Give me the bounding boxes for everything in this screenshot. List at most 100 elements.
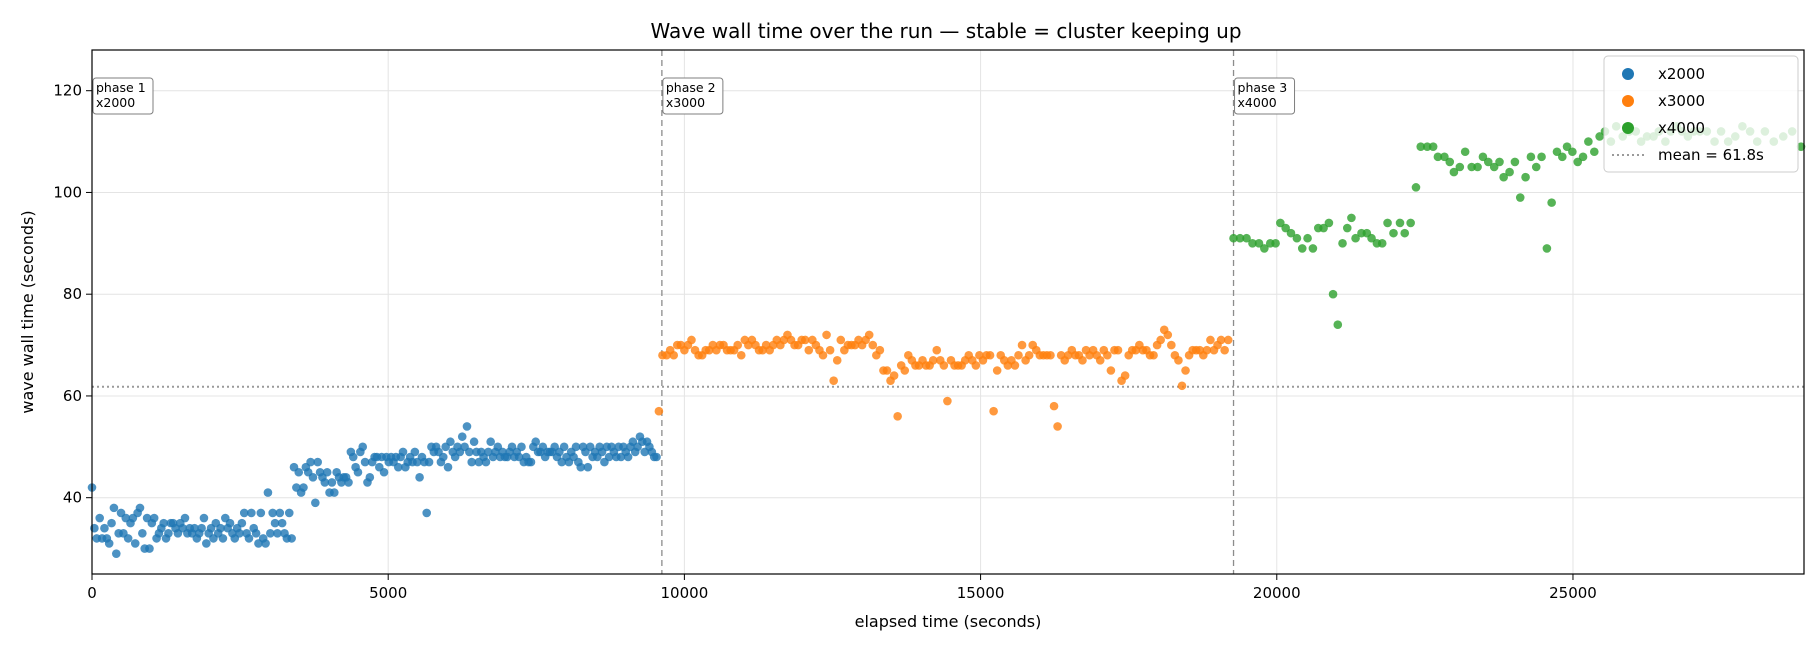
data-point-x3000 xyxy=(1078,356,1087,365)
data-point-x2000 xyxy=(531,437,540,447)
phase-label-rate: x4000 xyxy=(1238,95,1277,110)
data-point-x2000 xyxy=(104,539,114,548)
data-point-x3000 xyxy=(989,406,998,416)
data-point-x4000 xyxy=(1254,239,1264,248)
data-point-x2000 xyxy=(462,422,472,431)
data-point-x4000 xyxy=(1542,244,1552,253)
data-point-x3000 xyxy=(733,340,743,350)
data-point-x2000 xyxy=(311,498,320,508)
data-point-x2000 xyxy=(111,549,121,558)
data-point-x4000 xyxy=(1558,152,1567,162)
data-point-x4000 xyxy=(1455,162,1465,172)
data-point-x3000 xyxy=(1177,381,1187,391)
data-point-x2000 xyxy=(263,488,273,497)
data-point-x4000 xyxy=(1537,152,1546,162)
data-point-x3000 xyxy=(932,345,942,355)
data-point-x4000 xyxy=(1260,244,1269,253)
data-point-x2000 xyxy=(327,478,337,487)
data-point-x2000 xyxy=(197,523,206,533)
data-point-x4000 xyxy=(1347,213,1356,223)
data-point-x3000 xyxy=(1014,350,1023,360)
data-point-x2000 xyxy=(410,447,420,457)
data-point-x3000 xyxy=(822,330,831,340)
data-point-x2000 xyxy=(559,442,569,452)
data-points xyxy=(87,122,1806,558)
data-point-x2000 xyxy=(130,539,140,548)
data-point-x4000 xyxy=(1510,157,1520,167)
data-point-x3000 xyxy=(1174,356,1183,365)
data-point-x4000 xyxy=(1562,142,1572,151)
data-point-x2000 xyxy=(571,442,581,452)
data-point-x3000 xyxy=(875,345,885,355)
data-point-x3000 xyxy=(900,366,910,375)
data-point-x2000 xyxy=(308,473,318,482)
y-axis-ticks: 40 60 80 100 120 xyxy=(53,82,92,507)
data-point-x2000 xyxy=(481,457,491,467)
data-point-x4000 xyxy=(1400,228,1410,238)
data-point-x2000 xyxy=(398,447,408,457)
data-point-x4000 xyxy=(1552,147,1562,157)
data-point-x3000 xyxy=(868,340,878,350)
data-point-x2000 xyxy=(239,508,249,518)
data-point-x4000 xyxy=(1531,162,1541,172)
data-point-x4000 xyxy=(1333,320,1343,330)
data-point-x2000 xyxy=(358,442,368,452)
data-point-x2000 xyxy=(299,483,308,492)
data-point-x4000 xyxy=(1242,233,1251,243)
data-point-x4000 xyxy=(1338,239,1347,248)
data-point-x3000 xyxy=(1024,350,1034,360)
data-point-x4000 xyxy=(1578,152,1588,162)
data-point-x3000 xyxy=(1223,335,1233,345)
data-point-x4000 xyxy=(1324,218,1334,228)
data-point-x3000 xyxy=(1017,340,1027,350)
data-point-x4000 xyxy=(1449,167,1459,177)
legend-label: x2000 xyxy=(1658,65,1705,83)
data-point-x4000 xyxy=(1303,233,1312,243)
data-point-x3000 xyxy=(1149,350,1158,360)
x-tick-label: 0 xyxy=(87,584,97,602)
data-point-x2000 xyxy=(465,447,474,457)
data-point-x4000 xyxy=(1568,147,1577,157)
data-point-x4000 xyxy=(1796,142,1806,151)
phase-label-rate: x2000 xyxy=(96,95,135,110)
data-point-x4000 xyxy=(1483,157,1493,167)
y-tick-label: 80 xyxy=(63,285,82,303)
data-point-x2000 xyxy=(218,534,228,543)
data-point-x3000 xyxy=(889,371,899,380)
data-point-x4000 xyxy=(1433,152,1443,162)
data-point-x2000 xyxy=(446,437,455,447)
data-point-x3000 xyxy=(1053,422,1062,431)
x-axis-ticks: 0 5000 10000 15000 20000 25000 xyxy=(87,574,1597,602)
data-point-x2000 xyxy=(180,513,190,523)
data-point-x2000 xyxy=(135,503,145,513)
data-point-x3000 xyxy=(928,356,938,365)
data-point-x2000 xyxy=(270,518,280,528)
data-point-x4000 xyxy=(1573,157,1583,167)
data-point-x2000 xyxy=(273,529,282,538)
data-point-x4000 xyxy=(1286,228,1296,238)
data-point-x2000 xyxy=(379,467,389,477)
data-point-x4000 xyxy=(1473,162,1482,172)
data-point-x4000 xyxy=(1467,162,1476,172)
data-point-x2000 xyxy=(469,437,479,447)
data-point-x2000 xyxy=(199,513,209,523)
data-point-x2000 xyxy=(652,452,661,462)
data-point-x4000 xyxy=(1478,152,1488,162)
data-point-x4000 xyxy=(1281,223,1290,233)
phase-label-name: phase 2 xyxy=(666,80,716,95)
data-point-x4000 xyxy=(1377,239,1387,248)
data-point-x3000 xyxy=(1202,345,1212,355)
data-point-x3000 xyxy=(1216,335,1226,345)
data-point-x2000 xyxy=(467,457,477,467)
y-tick-label: 60 xyxy=(63,387,82,405)
data-point-x3000 xyxy=(1156,335,1165,345)
data-point-x2000 xyxy=(164,529,173,538)
data-point-x2000 xyxy=(313,457,322,467)
data-point-x2000 xyxy=(424,457,434,467)
data-point-x4000 xyxy=(1411,183,1421,192)
data-point-x4000 xyxy=(1428,142,1438,151)
data-point-x4000 xyxy=(1515,193,1525,202)
data-point-x2000 xyxy=(393,462,403,472)
data-point-x4000 xyxy=(1595,132,1604,141)
legend-label: x3000 xyxy=(1658,92,1705,110)
